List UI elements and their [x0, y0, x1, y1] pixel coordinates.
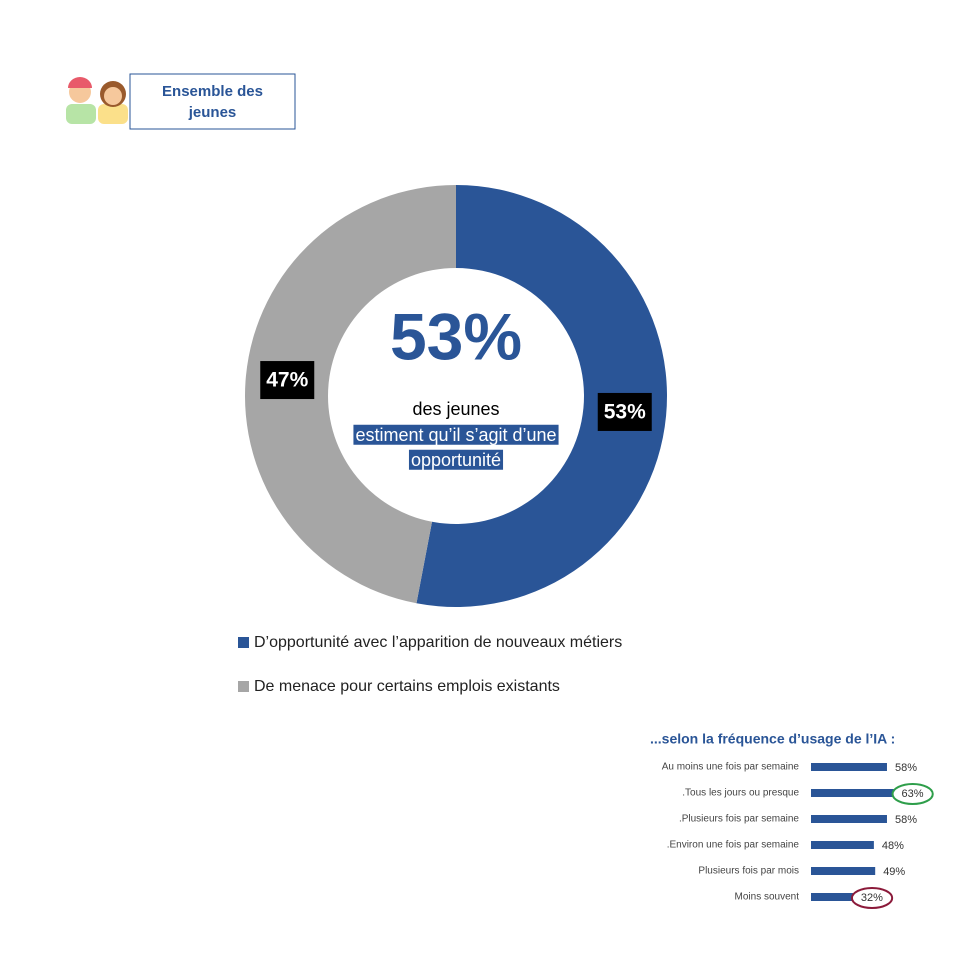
legend-label: De menace pour certains emplois existant… — [254, 678, 560, 695]
highlight-line: estiment qu’il s’agit d’une — [353, 424, 559, 445]
value-label: 32% — [861, 892, 883, 904]
category-label: Moins souvent — [735, 892, 800, 903]
donut-slice — [416, 185, 667, 607]
value-label: 63% — [902, 788, 924, 800]
category-label: .Plusieurs fois par semaine — [679, 814, 799, 825]
bar — [811, 763, 887, 771]
value-label: 47% — [266, 369, 308, 392]
chart-title: ...selon la fréquence d’usage de l’IA : — [650, 731, 895, 747]
highlight-bg — [353, 424, 559, 445]
header-wrap: Ensemble des jeunes — [162, 82, 263, 121]
legend-swatch — [238, 637, 249, 648]
category-label: Au moins une fois par semaine — [662, 762, 800, 773]
bar — [811, 815, 887, 823]
legend-swatch — [238, 681, 249, 692]
bar — [811, 867, 876, 875]
category-label: .Tous les jours ou presque — [682, 788, 799, 799]
center-value: 53% — [390, 299, 522, 373]
value-label: 48% — [882, 840, 904, 852]
value-label-bg — [597, 392, 652, 431]
donut-slice — [244, 185, 456, 604]
highlight-bg — [408, 449, 504, 470]
value-label: 58% — [895, 814, 917, 826]
bar — [811, 789, 894, 797]
value-label: 58% — [895, 762, 917, 774]
value-label: 49% — [883, 866, 905, 878]
center-text: estiment qu’il s’agit d’une — [355, 425, 556, 445]
label-circle — [850, 887, 894, 909]
value-label-bg — [260, 361, 315, 400]
highlight-line: opportunité — [408, 449, 504, 470]
bar — [811, 893, 853, 901]
legend-label: D’opportunité avec l’apparition de nouve… — [254, 634, 622, 651]
header-title: Ensemble des jeunes — [162, 82, 263, 121]
label-circle — [891, 783, 934, 805]
header-box — [129, 73, 296, 130]
bar — [811, 841, 874, 849]
center-text: des jeunes — [412, 399, 499, 419]
category-label: Plusieurs fois par mois — [698, 866, 799, 877]
people-icon — [66, 77, 128, 124]
value-label: 53% — [604, 400, 646, 423]
category-label: .Environ une fois par semaine — [667, 840, 800, 851]
center-text: opportunité — [411, 450, 501, 470]
